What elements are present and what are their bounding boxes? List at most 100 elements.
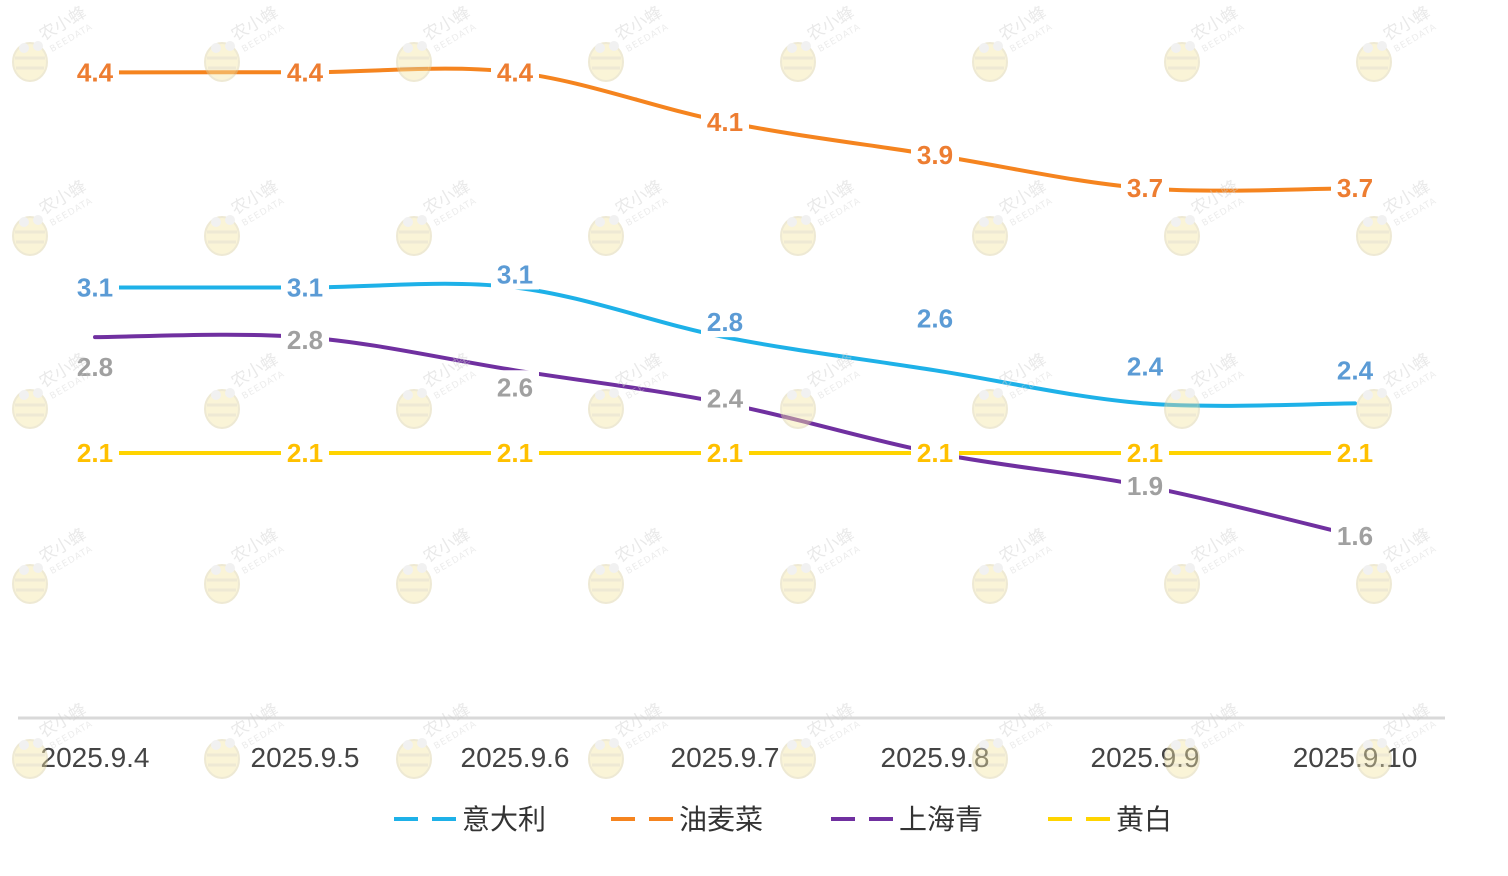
data-label: 2.4 <box>1127 351 1164 381</box>
data-label: 2.8 <box>287 325 323 355</box>
data-label-background <box>491 55 539 88</box>
data-labels: 3.1 3.1 3.1 2.8 2.6 2.4 2.4 4.4 4.4 4.4 4.1 3.9 3.7 3… <box>71 55 1379 551</box>
data-label: 3.9 <box>917 140 953 170</box>
data-label: 2.6 <box>917 303 953 333</box>
data-label: 4.4 <box>497 57 534 87</box>
data-label: 3.1 <box>287 273 323 303</box>
data-label: 2.1 <box>497 438 533 468</box>
data-label: 2.4 <box>707 383 744 413</box>
data-label-background <box>1331 518 1379 551</box>
legend-item-3[interactable]: 上海青 <box>831 803 983 836</box>
data-label: 2.1 <box>917 438 953 468</box>
data-label: 1.6 <box>1337 521 1373 551</box>
data-label-background <box>911 436 959 468</box>
data-label: 2.6 <box>497 372 533 402</box>
data-label: 1.9 <box>1127 471 1163 501</box>
legend-label: 黄白 <box>1116 803 1172 836</box>
data-label-background <box>701 305 749 338</box>
data-label-background <box>1121 349 1169 382</box>
data-label-background <box>701 105 749 137</box>
data-label: 2.8 <box>77 352 113 382</box>
data-label-background <box>911 301 959 334</box>
x-axis-ticks: 2025.9.4 2025.9.5 2025.9.6 2025.9.7 2025.9.8… <box>41 742 1418 773</box>
data-label: 3.1 <box>497 260 533 290</box>
x-tick-label: 2025.9.7 <box>671 742 780 773</box>
data-label-background <box>71 270 119 303</box>
x-tick-label: 2025.9.8 <box>881 742 990 773</box>
data-label: 2.1 <box>707 438 743 468</box>
data-label-background <box>491 436 539 468</box>
data-label-background <box>1331 436 1379 468</box>
legend-label: 意大利 <box>462 803 546 836</box>
legend-item-4[interactable]: 黄白 <box>1048 803 1172 836</box>
x-tick-label: 2025.9.5 <box>251 742 360 773</box>
data-label-background <box>281 270 329 303</box>
legend-item-2[interactable]: 油麦菜 <box>611 803 763 836</box>
data-label: 4.4 <box>77 57 114 87</box>
data-label: 4.1 <box>707 107 743 137</box>
data-label-background <box>491 370 539 403</box>
data-label-background <box>281 55 329 88</box>
data-label-background <box>71 55 119 88</box>
data-label-background <box>911 138 959 171</box>
data-label: 2.4 <box>1337 355 1374 385</box>
data-label: 2.1 <box>77 438 113 468</box>
data-label-background <box>701 436 749 468</box>
data-label-background <box>1121 171 1169 204</box>
data-label: 2.1 <box>1127 438 1163 468</box>
data-label-background <box>1121 436 1169 468</box>
data-label: 3.1 <box>77 273 113 303</box>
data-label-background <box>1331 171 1379 204</box>
legend: 意大利 油麦菜 上海青 黄白 <box>394 803 1172 836</box>
data-label-background <box>491 257 539 290</box>
data-label: 3.7 <box>1337 173 1373 203</box>
data-label: 2.1 <box>1337 438 1373 468</box>
x-tick-label: 2025.9.4 <box>41 742 150 773</box>
data-label-background <box>281 323 329 356</box>
data-label: 2.8 <box>707 307 743 337</box>
data-label: 4.4 <box>287 57 324 87</box>
legend-label: 上海青 <box>899 803 983 836</box>
x-tick-label: 2025.9.6 <box>461 742 570 773</box>
data-label-background <box>281 436 329 468</box>
x-tick-label: 2025.9.10 <box>1293 742 1418 773</box>
data-label-background <box>701 381 749 414</box>
legend-item-1[interactable]: 意大利 <box>394 803 546 836</box>
data-label: 2.1 <box>287 438 323 468</box>
data-label-background <box>1121 469 1169 502</box>
legend-label: 油麦菜 <box>679 803 763 836</box>
data-label: 3.7 <box>1127 173 1163 203</box>
data-label-background <box>1331 353 1379 386</box>
data-label-background <box>71 436 119 468</box>
data-label-background <box>71 350 119 383</box>
